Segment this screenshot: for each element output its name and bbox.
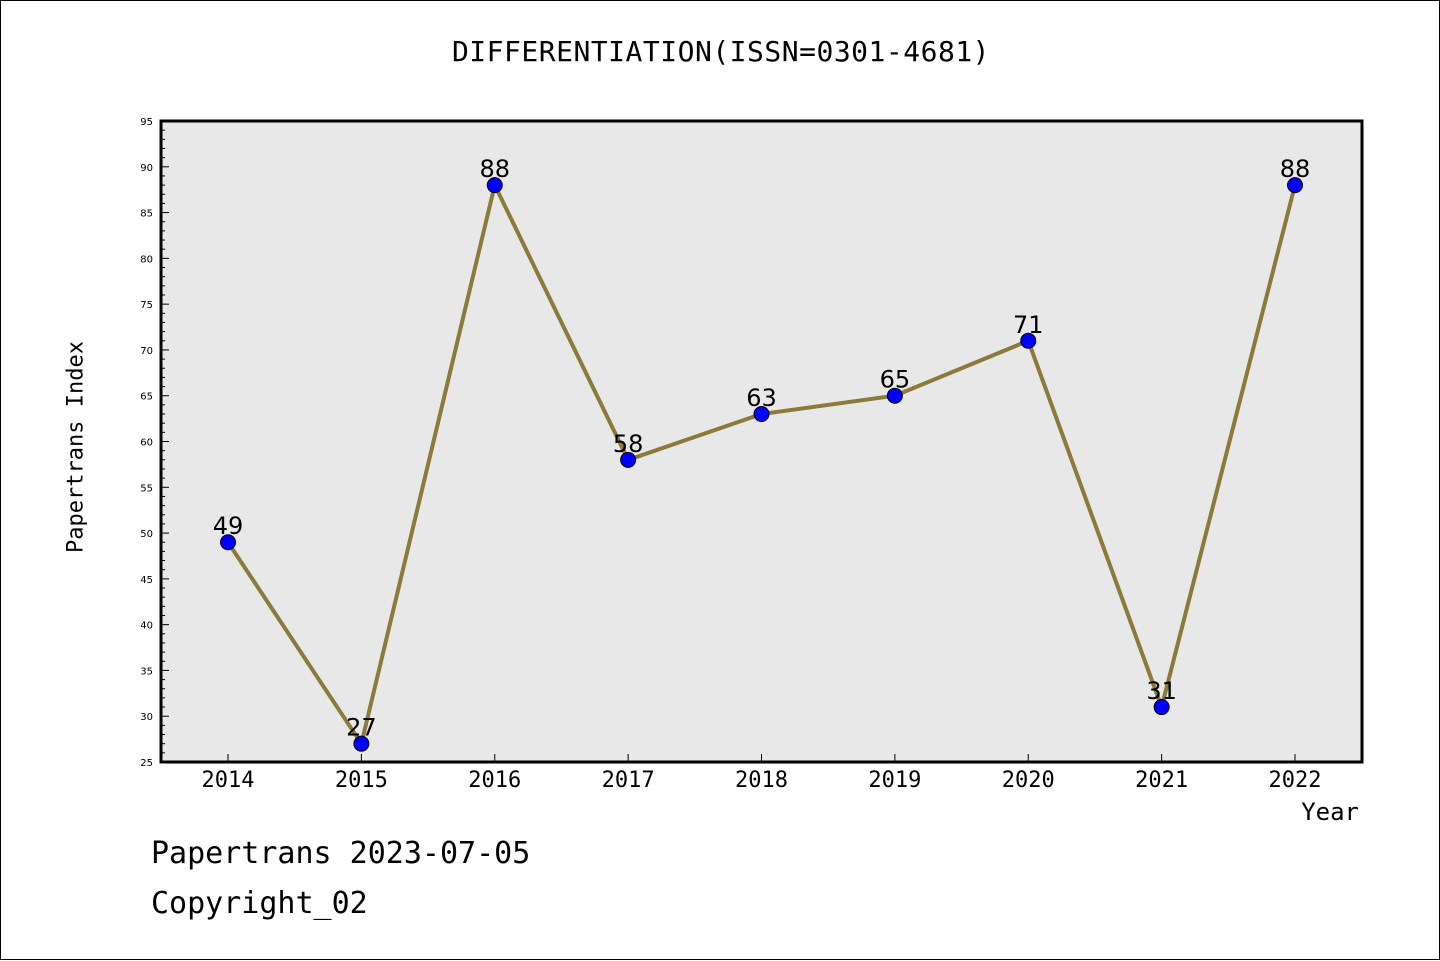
plot-border xyxy=(159,119,1364,764)
x-tick-label: 2019 xyxy=(868,768,921,793)
x-tick-label: 2016 xyxy=(468,768,521,793)
y-tick-label: 35 xyxy=(140,666,153,677)
data-label: 65 xyxy=(880,366,911,394)
y-axis-label: Papertrans Index xyxy=(63,341,89,553)
x-tick-label: 2018 xyxy=(735,768,788,793)
y-tick-label: 85 xyxy=(140,209,153,220)
x-tick-label: 2020 xyxy=(1002,768,1055,793)
y-tick-label: 75 xyxy=(140,300,153,311)
y-tick-label: 30 xyxy=(140,712,153,723)
x-tick-label: 2022 xyxy=(1269,768,1322,793)
data-label: 88 xyxy=(479,155,510,183)
data-label: 71 xyxy=(1013,311,1044,339)
y-tick-label: 40 xyxy=(140,621,153,632)
data-point xyxy=(486,177,503,194)
y-tick-label: 60 xyxy=(140,438,153,449)
y-tick-label: 65 xyxy=(140,392,153,403)
y-tick-label: 70 xyxy=(140,346,153,357)
data-label: 58 xyxy=(613,430,644,458)
y-tick-label: 80 xyxy=(140,254,153,265)
x-tick-label: 2017 xyxy=(602,768,655,793)
data-label: 31 xyxy=(1146,677,1177,705)
data-point xyxy=(753,406,770,423)
y-tick-label: 25 xyxy=(140,758,153,769)
data-point xyxy=(886,387,903,404)
y-tick-label: 90 xyxy=(140,163,153,174)
data-label: 63 xyxy=(746,384,777,412)
y-tick-label: 50 xyxy=(140,529,153,540)
x-tick-label: 2014 xyxy=(202,768,255,793)
data-point xyxy=(1020,332,1037,349)
chart-title: DIFFERENTIATION(ISSN=0301-4681) xyxy=(451,35,991,68)
data-point xyxy=(620,451,637,468)
footer-date: Papertrans 2023-07-05 xyxy=(151,836,531,871)
data-point xyxy=(1153,699,1170,716)
data-label: 49 xyxy=(213,512,244,540)
x-axis-label: Year xyxy=(1301,798,1359,826)
footer-copyright: Copyright_02 xyxy=(151,886,368,921)
data-point xyxy=(1287,177,1303,194)
y-tick-label: 95 xyxy=(140,117,153,128)
data-label: 88 xyxy=(1280,155,1311,183)
plot-background xyxy=(161,121,1362,762)
y-tick-label: 55 xyxy=(140,483,153,494)
data-point xyxy=(353,735,370,752)
data-label: 27 xyxy=(346,714,377,742)
x-tick-label: 2015 xyxy=(335,768,388,793)
x-tick-label: 2021 xyxy=(1135,768,1188,793)
y-tick-label: 45 xyxy=(140,575,153,586)
data-point xyxy=(220,534,236,551)
